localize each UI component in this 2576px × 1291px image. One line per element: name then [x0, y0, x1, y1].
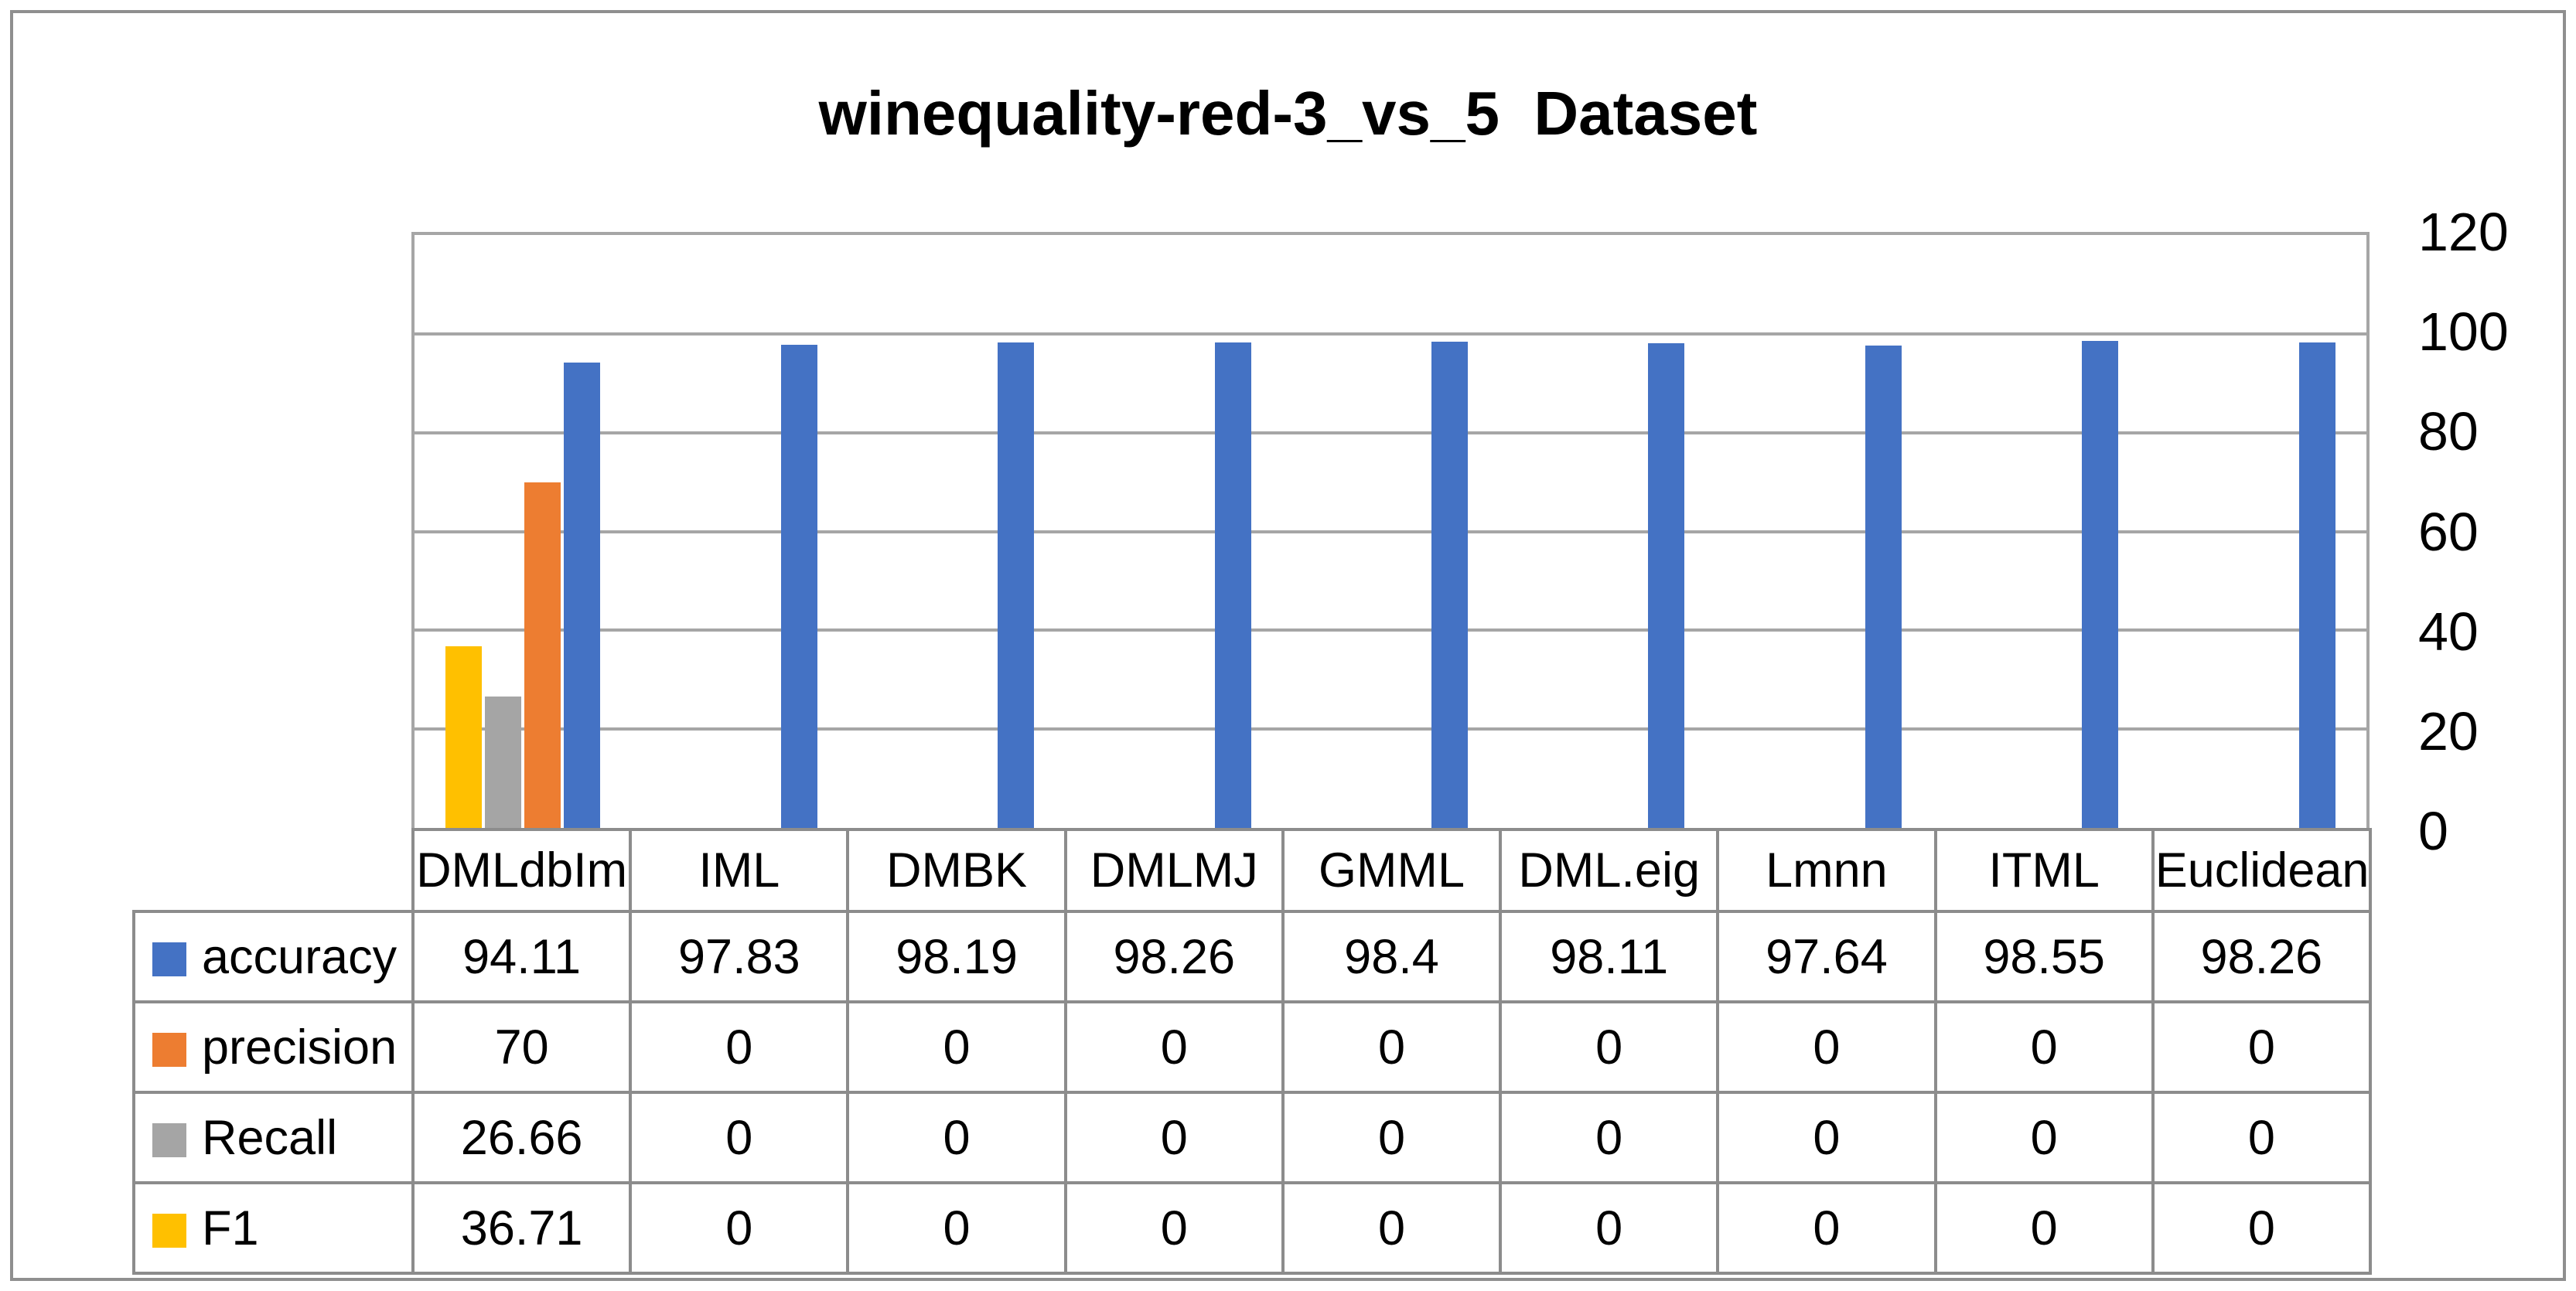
legend-cell-precision: precision — [132, 1000, 415, 1094]
table-row-precision: precision 70 0 0 0 0 0 0 0 0 — [132, 1000, 2372, 1094]
bars-layer — [415, 235, 2366, 828]
gridline-80 — [415, 431, 2366, 434]
y-axis-tick-label-60: 60 — [2418, 501, 2479, 562]
value-cell-Recall-DMLMJ: 0 — [1063, 1091, 1285, 1184]
value-cell-precision-DMLMJ: 0 — [1063, 1000, 1285, 1094]
bar-accuracy-DMBK — [998, 342, 1035, 828]
legend-swatch-Recall — [152, 1122, 186, 1157]
legend-cell-accuracy: accuracy — [132, 910, 415, 1003]
bar-Recall-DMLdbIm — [485, 696, 522, 828]
category-header-Lmnn: Lmnn — [1716, 828, 1937, 913]
value-cell-F1-DML.eig: 0 — [1499, 1181, 1720, 1275]
value-cell-accuracy-Lmnn: 97.64 — [1716, 910, 1937, 1003]
category-header-DMLMJ: DMLMJ — [1063, 828, 1285, 913]
bar-accuracy-ITML — [2082, 341, 2119, 828]
bar-accuracy-DML.eig — [1648, 342, 1685, 828]
legend-cell-F1: F1 — [132, 1181, 415, 1275]
value-cell-F1-DMBK: 0 — [846, 1181, 1067, 1275]
value-cell-F1-Euclidean: 0 — [2151, 1181, 2372, 1275]
value-cell-accuracy-IML: 97.83 — [629, 910, 850, 1003]
category-header-GMML: GMML — [1281, 828, 1503, 913]
table-header-row: DMLdbIm IML DMBK DMLMJ GMML DML.eig Lmnn ITML Eu… — [134, 828, 2372, 913]
value-cell-F1-Lmnn: 0 — [1716, 1181, 1937, 1275]
legend-cell-Recall: Recall — [132, 1091, 415, 1184]
value-cell-F1-DMLdbIm: 36.71 — [411, 1181, 633, 1275]
y-axis-tick-label-20: 20 — [2418, 700, 2479, 761]
value-cell-Recall-IML: 0 — [629, 1091, 850, 1184]
legend-label-F1: F1 — [202, 1201, 259, 1255]
gridline-60 — [415, 530, 2366, 533]
value-cell-accuracy-DMBK: 98.19 — [846, 910, 1067, 1003]
value-cell-Recall-DMBK: 0 — [846, 1091, 1067, 1184]
value-cell-Recall-DMLdbIm: 26.66 — [411, 1091, 633, 1184]
value-cell-precision-Lmnn: 0 — [1716, 1000, 1937, 1094]
value-cell-F1-ITML: 0 — [1933, 1181, 2155, 1275]
value-cell-precision-DMBK: 0 — [846, 1000, 1067, 1094]
legend-swatch-accuracy — [152, 942, 186, 976]
category-header-DMLdbIm: DMLdbIm — [411, 828, 633, 913]
bar-accuracy-DMLMJ — [1214, 342, 1251, 828]
category-header-Euclidean: Euclidean — [2151, 828, 2372, 913]
value-cell-precision-Euclidean: 0 — [2151, 1000, 2372, 1094]
data-table: DMLdbIm IML DMBK DMLMJ GMML DML.eig Lmnn ITML Eu… — [132, 828, 2372, 1275]
bar-accuracy-Lmnn — [1865, 345, 1902, 828]
value-cell-accuracy-DML.eig: 98.11 — [1499, 910, 1720, 1003]
value-cell-precision-DML.eig: 0 — [1499, 1000, 1720, 1094]
legend-swatch-precision — [152, 1032, 186, 1067]
bar-accuracy-Euclidean — [2298, 342, 2335, 828]
value-cell-accuracy-DMLdbIm: 94.11 — [411, 910, 633, 1003]
value-cell-F1-DMLMJ: 0 — [1063, 1181, 1285, 1275]
bar-F1-DMLdbIm — [445, 646, 483, 828]
value-cell-F1-IML: 0 — [629, 1181, 850, 1275]
value-cell-precision-GMML: 0 — [1281, 1000, 1503, 1094]
chart-title: winequality-red-3_vs_5 Dataset — [818, 79, 1758, 148]
gridline-40 — [415, 628, 2366, 632]
category-header-DMBK: DMBK — [846, 828, 1067, 913]
bar-accuracy-DMLdbIm — [564, 363, 601, 828]
value-cell-Recall-Lmnn: 0 — [1716, 1091, 1937, 1184]
legend-label-accuracy: accuracy — [202, 929, 397, 984]
value-cell-precision-DMLdbIm: 70 — [411, 1000, 633, 1094]
value-cell-accuracy-ITML: 98.55 — [1933, 910, 2155, 1003]
table-row-Recall: Recall 26.66 0 0 0 0 0 0 0 0 — [132, 1091, 2372, 1184]
y-axis-tick-label-40: 40 — [2418, 601, 2479, 662]
value-cell-Recall-ITML: 0 — [1933, 1091, 2155, 1184]
value-cell-Recall-GMML: 0 — [1281, 1091, 1503, 1184]
table-corner-empty — [134, 829, 413, 911]
plot-area — [411, 232, 2370, 831]
value-cell-precision-ITML: 0 — [1933, 1000, 2155, 1094]
value-cell-precision-IML: 0 — [629, 1000, 850, 1094]
value-cell-accuracy-Euclidean: 98.26 — [2151, 910, 2372, 1003]
gridline-100 — [415, 332, 2366, 336]
bar-accuracy-GMML — [1431, 342, 1468, 828]
legend-swatch-F1 — [152, 1213, 186, 1248]
category-header-DML.eig: DML.eig — [1499, 828, 1720, 913]
chart-figure: winequality-red-3_vs_5 Dataset 0 20 40 60 80… — [10, 10, 2566, 1281]
value-cell-accuracy-GMML: 98.4 — [1281, 910, 1503, 1003]
legend-label-Recall: Recall — [202, 1110, 338, 1165]
category-header-ITML: ITML — [1933, 828, 2155, 913]
bar-accuracy-IML — [780, 344, 817, 828]
gridline-20 — [415, 727, 2366, 731]
value-cell-accuracy-DMLMJ: 98.26 — [1063, 910, 1285, 1003]
y-axis-tick-label-0: 0 — [2418, 801, 2448, 861]
bar-precision-DMLdbIm — [524, 482, 561, 828]
value-cell-Recall-DML.eig: 0 — [1499, 1091, 1720, 1184]
value-cell-Recall-Euclidean: 0 — [2151, 1091, 2372, 1184]
category-header-IML: IML — [629, 828, 850, 913]
y-axis-tick-label-80: 80 — [2418, 401, 2479, 462]
table-row-accuracy: accuracy 94.11 97.83 98.19 98.26 98.4 98.11 97.… — [132, 910, 2372, 1003]
y-axis-tick-label-100: 100 — [2418, 301, 2509, 363]
value-cell-F1-GMML: 0 — [1281, 1181, 1503, 1275]
table-row-F1: F1 36.71 0 0 0 0 0 0 0 0 — [132, 1181, 2372, 1275]
y-axis-tick-label-120: 120 — [2418, 202, 2509, 262]
legend-label-precision: precision — [202, 1020, 397, 1075]
